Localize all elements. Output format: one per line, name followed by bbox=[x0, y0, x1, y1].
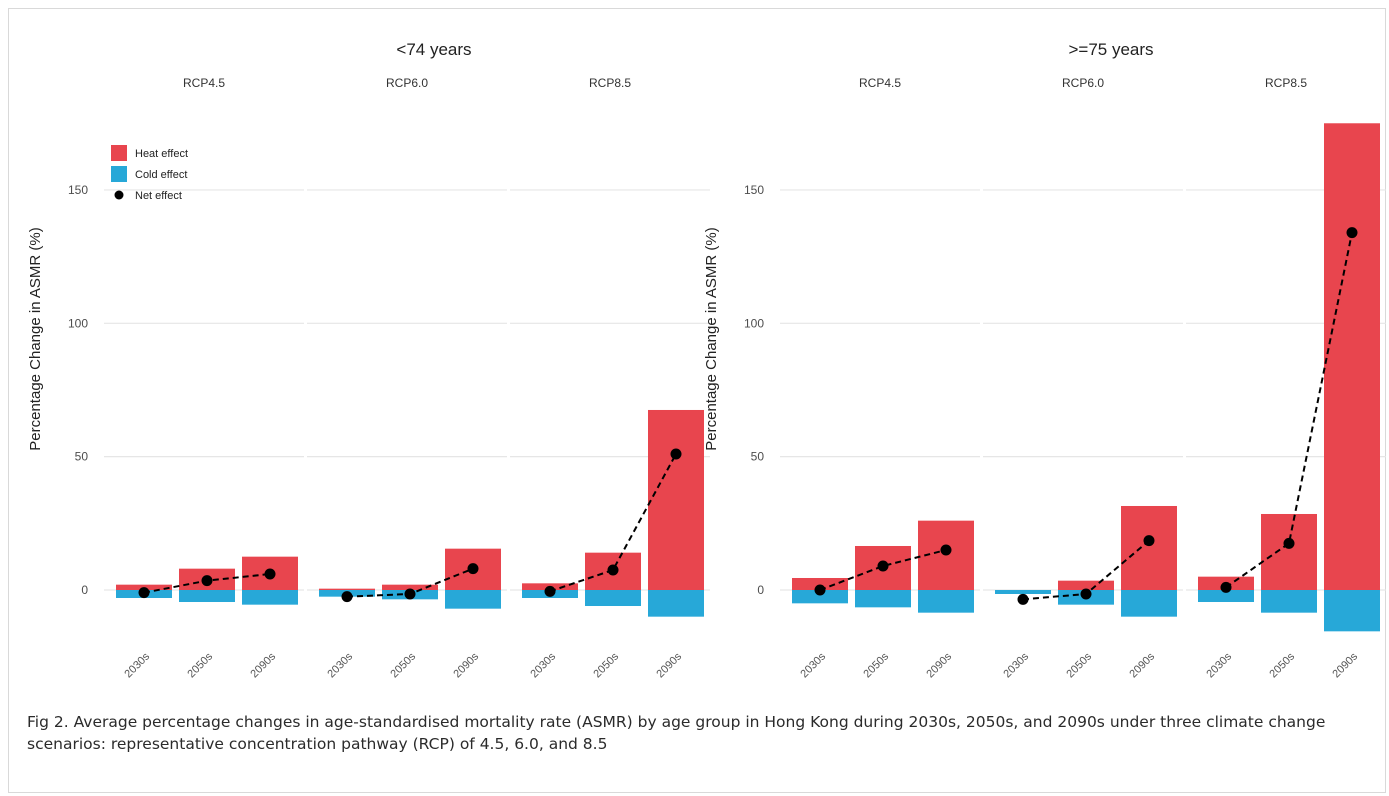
legend-net-swatch bbox=[114, 190, 124, 200]
cold-bar bbox=[179, 590, 235, 603]
cold-bar bbox=[792, 590, 848, 604]
x-tick-label: 2030s bbox=[1001, 650, 1031, 680]
cold-bar bbox=[648, 590, 704, 617]
facet-title: RCP4.5 bbox=[183, 76, 225, 90]
net-effect-point bbox=[1220, 581, 1232, 593]
net-effect-point bbox=[607, 564, 619, 576]
net-effect-point bbox=[201, 575, 213, 587]
cold-bar bbox=[1324, 590, 1380, 632]
heat-bar bbox=[1261, 513, 1317, 590]
y-tick-label: 50 bbox=[75, 450, 89, 464]
y-tick-label: 150 bbox=[68, 183, 88, 197]
net-effect-point bbox=[877, 560, 889, 572]
cold-bar bbox=[1261, 590, 1317, 613]
cold-bar bbox=[445, 590, 501, 609]
x-tick-label: 2030s bbox=[1204, 650, 1234, 680]
y-tick-label: 0 bbox=[81, 583, 88, 597]
heat-bar bbox=[319, 588, 375, 590]
heat-bar bbox=[1324, 123, 1380, 591]
heat-bar bbox=[1121, 505, 1177, 590]
legend-heat-swatch bbox=[111, 145, 127, 161]
net-effect-point bbox=[1346, 227, 1358, 239]
x-tick-label: 2030s bbox=[798, 650, 828, 680]
figure-frame: <74 years Percentage Change in ASMR (%) 0 5… bbox=[8, 8, 1386, 793]
net-effect-point bbox=[544, 585, 556, 597]
legend-label: Heat effect bbox=[135, 148, 188, 160]
chart-svg: <74 years Percentage Change in ASMR (%) 0 5… bbox=[27, 40, 1386, 680]
cold-bar bbox=[585, 590, 641, 607]
facet-title: RCP6.0 bbox=[1062, 76, 1104, 90]
legend-label: Cold effect bbox=[135, 169, 187, 181]
x-tick-label: 2050s bbox=[861, 650, 891, 680]
heat-bar bbox=[792, 577, 848, 590]
x-tick-label: 2030s bbox=[325, 650, 355, 680]
heat-bar bbox=[1058, 580, 1114, 590]
y-tick-label: 50 bbox=[751, 450, 765, 464]
panel-title: <74 years bbox=[396, 40, 471, 59]
x-tick-label: 2030s bbox=[122, 650, 152, 680]
x-tick-label: 2090s bbox=[248, 650, 278, 680]
x-tick-label: 2090s bbox=[451, 650, 481, 680]
net-effect-point bbox=[138, 587, 150, 599]
legend-label: Net effect bbox=[135, 190, 182, 202]
x-tick-label: 2090s bbox=[1330, 650, 1360, 680]
cold-bar bbox=[855, 590, 911, 608]
cold-bar bbox=[995, 590, 1051, 595]
facet-title: RCP8.5 bbox=[589, 76, 631, 90]
facet-title: RCP6.0 bbox=[386, 76, 428, 90]
y-tick-label: 100 bbox=[744, 316, 764, 330]
net-effect-line bbox=[819, 549, 947, 591]
net-effect-line bbox=[549, 453, 677, 593]
facet-title: RCP4.5 bbox=[859, 76, 901, 90]
net-effect-point bbox=[1017, 593, 1029, 605]
y-tick-label: 150 bbox=[744, 183, 764, 197]
net-effect-point bbox=[1283, 537, 1295, 549]
x-tick-label: 2050s bbox=[1064, 650, 1094, 680]
facet-title: RCP8.5 bbox=[1265, 76, 1307, 90]
legend-cold-swatch bbox=[111, 166, 127, 182]
cold-bar bbox=[1121, 590, 1177, 617]
net-effect-point bbox=[940, 544, 952, 556]
net-effect-point bbox=[404, 588, 416, 600]
panel-title: >=75 years bbox=[1068, 40, 1153, 59]
y-tick-label: 100 bbox=[68, 316, 88, 330]
heat-bar bbox=[382, 584, 438, 590]
x-tick-label: 2050s bbox=[388, 650, 418, 680]
net-effect-point bbox=[1080, 588, 1092, 600]
x-tick-label: 2050s bbox=[185, 650, 215, 680]
net-effect-point bbox=[467, 563, 479, 575]
net-effect-line bbox=[1225, 232, 1353, 589]
cold-bar bbox=[918, 590, 974, 613]
figure-caption: Fig 2. Average percentage changes in age… bbox=[27, 713, 1326, 753]
net-effect-point bbox=[264, 568, 276, 580]
x-tick-label: 2050s bbox=[1267, 650, 1297, 680]
x-tick-label: 2090s bbox=[924, 650, 954, 680]
net-effect-point bbox=[1143, 535, 1155, 547]
cold-bar bbox=[1198, 590, 1254, 603]
x-tick-label: 2030s bbox=[528, 650, 558, 680]
net-effect-point bbox=[341, 591, 353, 603]
x-tick-label: 2050s bbox=[591, 650, 621, 680]
y-tick-label: 0 bbox=[757, 583, 764, 597]
net-effect-point bbox=[670, 448, 682, 460]
heat-bar bbox=[648, 409, 704, 590]
cold-bar bbox=[242, 590, 298, 605]
net-effect-point bbox=[814, 584, 826, 596]
y-axis-label: Percentage Change in ASMR (%) bbox=[27, 227, 44, 450]
x-tick-label: 2090s bbox=[654, 650, 684, 680]
y-axis-label: Percentage Change in ASMR (%) bbox=[703, 227, 720, 450]
x-tick-label: 2090s bbox=[1127, 650, 1157, 680]
